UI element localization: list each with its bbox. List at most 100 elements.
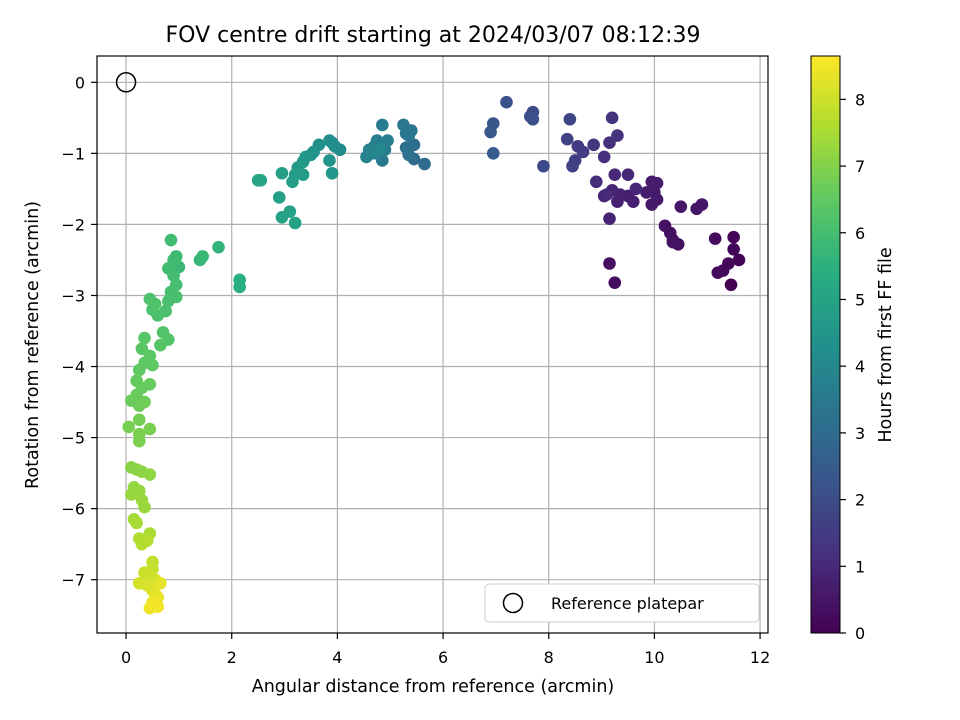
colorbar-tick-label: 6 <box>855 224 865 243</box>
data-point <box>196 250 209 263</box>
data-point <box>629 182 643 196</box>
y-tick-label: −2 <box>61 215 85 234</box>
x-tick-label: 0 <box>121 648 131 667</box>
plot-frame <box>96 55 769 634</box>
x-axis-ticks: 0 2 4 6 8 10 12 <box>121 633 770 667</box>
data-point <box>597 150 611 164</box>
data-point <box>288 216 302 230</box>
data-point <box>138 395 151 409</box>
data-point <box>711 266 725 280</box>
data-point <box>275 211 289 224</box>
data-point <box>560 132 574 146</box>
x-axis-label: Angular distance from reference (arcmin) <box>252 677 615 697</box>
data-point <box>526 112 540 126</box>
data-point <box>148 297 162 311</box>
data-point <box>132 434 146 448</box>
chart-title: FOV centre drift starting at 2024/03/07 … <box>166 23 701 48</box>
legend-open-circle-icon <box>502 592 524 614</box>
y-tick-label: 0 <box>75 73 85 92</box>
data-point <box>132 363 146 377</box>
colorbar-tick-label: 2 <box>855 491 865 510</box>
data-point <box>658 219 672 233</box>
data-point <box>138 500 151 514</box>
data-point <box>732 253 746 267</box>
data-point <box>397 118 410 132</box>
data-point <box>323 154 336 167</box>
data-points <box>122 95 746 615</box>
y-tick-label: −4 <box>61 358 85 377</box>
colorbar-tick-label: 4 <box>855 357 865 376</box>
data-point <box>125 488 138 501</box>
colorbar-tick-label: 7 <box>855 157 865 176</box>
data-point <box>484 125 497 139</box>
y-tick-label: −7 <box>61 571 85 590</box>
colorbar-tick-label: 5 <box>855 290 865 309</box>
data-point <box>611 129 624 142</box>
data-point <box>376 118 389 132</box>
colorbar-tick-label: 3 <box>855 424 865 443</box>
data-point <box>154 338 167 352</box>
data-point <box>727 242 740 256</box>
data-point <box>233 280 246 294</box>
data-point <box>275 166 289 180</box>
x-tick-label: 10 <box>644 648 664 667</box>
x-tick-label: 4 <box>332 648 342 667</box>
data-point <box>587 138 600 152</box>
y-tick-label: −5 <box>61 429 85 448</box>
data-point <box>164 233 178 247</box>
data-point <box>500 95 513 109</box>
data-point <box>130 516 143 530</box>
y-tick-label: −1 <box>61 144 85 163</box>
colorbar: 0 1 2 3 4 5 6 7 8 Hours from first FF file <box>810 55 896 643</box>
data-point <box>563 112 577 126</box>
data-point <box>589 175 603 189</box>
data-point <box>381 134 394 147</box>
data-point <box>674 200 688 213</box>
data-point <box>605 111 619 125</box>
y-axis-label: Rotation from reference (arcmin) <box>23 201 43 489</box>
colorbar-gradient <box>811 56 840 633</box>
data-point <box>122 420 136 434</box>
data-point <box>566 159 579 173</box>
data-point <box>212 240 225 254</box>
data-point <box>537 159 550 173</box>
data-point <box>611 195 624 208</box>
data-point <box>608 168 622 181</box>
colorbar-tick-label: 1 <box>855 557 865 576</box>
data-point <box>666 235 680 249</box>
data-point <box>373 143 386 157</box>
data-point <box>132 413 146 427</box>
data-point <box>600 188 614 201</box>
colorbar-tick-label: 8 <box>855 90 865 109</box>
data-point <box>162 294 175 308</box>
y-axis-ticks: 0 −1 −2 −3 −4 −5 −6 −7 <box>61 73 97 590</box>
data-point <box>143 468 157 481</box>
data-point <box>143 422 157 436</box>
data-point <box>708 232 722 245</box>
data-point <box>402 129 416 142</box>
data-point <box>402 148 416 162</box>
legend-box <box>484 583 760 623</box>
grid-lines <box>97 56 768 633</box>
data-point <box>140 534 154 547</box>
data-point <box>695 198 709 211</box>
legend: Reference platepar <box>484 583 760 623</box>
data-point <box>576 145 590 159</box>
data-point <box>138 331 151 345</box>
colorbar-label: Hours from first FF file <box>876 247 896 442</box>
y-tick-label: −6 <box>61 500 85 519</box>
data-point <box>272 191 286 204</box>
data-point <box>286 175 299 189</box>
data-point <box>148 598 162 611</box>
data-point <box>154 576 167 590</box>
x-tick-label: 8 <box>544 648 554 667</box>
data-point <box>418 157 431 171</box>
data-point <box>296 168 310 181</box>
data-point <box>486 147 500 160</box>
data-point <box>323 134 336 147</box>
y-tick-label: −3 <box>61 286 85 305</box>
legend-entry-reference-platepar: Reference platepar <box>551 594 704 613</box>
reference-platepar-marker <box>115 72 137 93</box>
data-point <box>146 358 159 372</box>
